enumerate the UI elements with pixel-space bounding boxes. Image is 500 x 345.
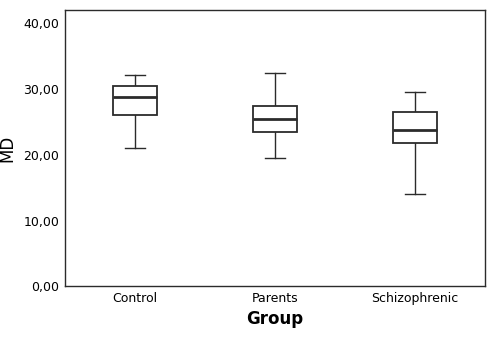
Bar	[392, 112, 438, 143]
Bar	[252, 106, 298, 132]
X-axis label: Group: Group	[246, 310, 304, 328]
Y-axis label: MD: MD	[0, 135, 16, 162]
Bar	[112, 86, 158, 116]
